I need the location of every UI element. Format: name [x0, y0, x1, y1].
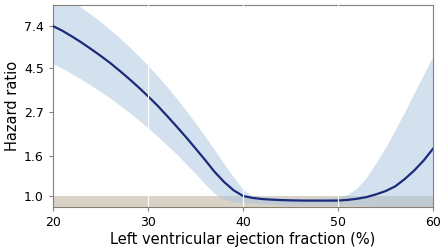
Y-axis label: Hazard ratio: Hazard ratio — [5, 61, 20, 151]
X-axis label: Left ventricular ejection fraction (%): Left ventricular ejection fraction (%) — [111, 232, 376, 247]
